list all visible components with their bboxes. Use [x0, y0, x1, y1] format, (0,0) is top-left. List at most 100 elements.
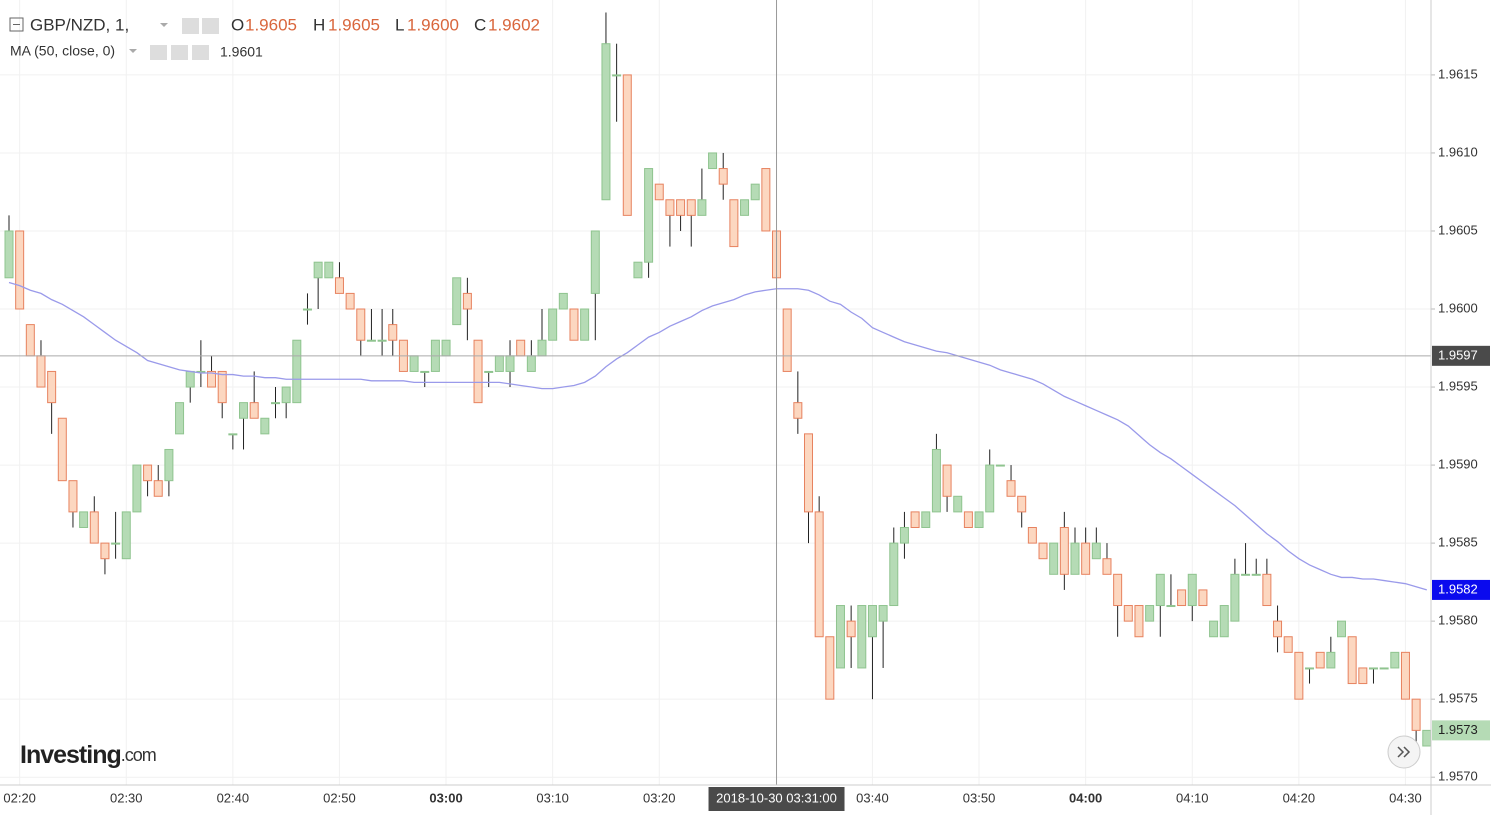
candle-body: [441, 339, 451, 357]
x-tick-label: 03:40: [856, 790, 889, 805]
x-tick-label: 02:30: [110, 790, 143, 805]
ohlc-value: 1.9602: [488, 15, 540, 34]
candle-body: [665, 199, 675, 216]
watermark: Investing.com: [20, 741, 156, 769]
candle-body: [676, 199, 686, 216]
candle-body: [1145, 605, 1155, 622]
candle-body: [89, 511, 99, 544]
ohlc-value: 1.9605: [328, 15, 380, 34]
y-tick-label: 1.9610: [1438, 144, 1478, 159]
candle-body: [931, 448, 941, 513]
candle-body: [793, 402, 803, 419]
candle-body: [825, 636, 835, 700]
candle-body: [484, 370, 494, 373]
candle-body: [25, 324, 35, 357]
candle-body: [569, 308, 579, 341]
candle-body: [804, 433, 813, 513]
candle-body: [313, 261, 323, 279]
price-badge-bg: [1432, 720, 1490, 741]
symbol-label: GBP/NZD, 1,: [30, 15, 129, 34]
candle-body: [782, 308, 792, 372]
candle-body: [1049, 542, 1059, 575]
settings-icon[interactable]: [202, 18, 219, 34]
x-tick-label: 02:40: [217, 790, 250, 805]
candle-body: [377, 339, 387, 342]
x-tick-label: 03:00: [429, 790, 462, 805]
candle-body: [1219, 605, 1229, 638]
watermark-brand: Investing: [20, 741, 121, 769]
candle-body: [462, 292, 472, 310]
candle-body: [1368, 667, 1378, 670]
candle-body: [473, 339, 483, 404]
candle-body: [132, 464, 142, 513]
candle-body: [1315, 651, 1325, 669]
x-tick-label: 04:20: [1283, 790, 1316, 805]
candle-body: [548, 308, 558, 341]
ohlc-value: 1.9600: [407, 15, 459, 34]
y-tick-label: 1.9595: [1438, 378, 1478, 393]
candle-body: [1070, 542, 1080, 575]
candle-body: [4, 230, 14, 279]
dropdown-icon[interactable]: [129, 49, 137, 53]
candle-body: [345, 292, 355, 310]
settings-icon[interactable]: [171, 45, 188, 60]
candle-body: [15, 230, 25, 310]
candle-body: [921, 511, 931, 528]
candle-body: [260, 417, 270, 435]
candle-body: [100, 542, 110, 560]
collapse-icon[interactable]: [9, 17, 24, 32]
x-tick-label: 03:50: [963, 790, 996, 805]
y-tick-label: 1.9570: [1438, 769, 1478, 784]
eye-icon[interactable]: [182, 18, 199, 34]
candle-body: [729, 199, 739, 248]
candle-body: [68, 480, 78, 513]
crosshair-y-label: 1.9597: [1438, 347, 1478, 362]
candle-body: [526, 355, 536, 372]
dropdown-icon[interactable]: [160, 23, 168, 27]
candle-body: [1017, 495, 1027, 513]
y-tick-label: 1.9615: [1438, 66, 1478, 81]
candle-body: [292, 339, 302, 404]
candle-body: [1411, 698, 1421, 731]
eye-icon[interactable]: [150, 45, 167, 60]
candle-body: [1209, 620, 1219, 638]
ma-badge: 1.9582: [1438, 581, 1478, 596]
ohlc-key: C: [474, 15, 486, 34]
ohlc-key: H: [313, 15, 325, 34]
candle-body: [228, 433, 238, 436]
x-tick-label: 02:50: [323, 790, 356, 805]
candle-body: [271, 402, 280, 405]
candle-body: [558, 292, 568, 310]
candle-body: [121, 511, 131, 560]
candle-body: [1113, 573, 1123, 607]
candle-body: [494, 355, 504, 372]
candle-body: [740, 199, 750, 216]
candle-body: [153, 480, 163, 497]
candle-body: [654, 183, 664, 201]
candle-body: [516, 339, 526, 357]
candle-body: [718, 168, 728, 185]
candle-body: [814, 511, 824, 638]
candle-body: [1177, 589, 1187, 607]
candle-body: [1262, 573, 1272, 607]
candle-body: [942, 464, 952, 497]
ohlc-key: O: [231, 15, 244, 34]
candle-body: [1187, 573, 1197, 607]
candle-body: [366, 339, 376, 342]
candle-body: [175, 402, 185, 435]
candle-body: [1347, 636, 1357, 685]
candle-body: [867, 605, 877, 638]
candle-body: [1358, 667, 1368, 685]
candle-body: [686, 199, 696, 216]
crosshair-x-badge: [708, 787, 845, 811]
y-tick-label: 1.9605: [1438, 222, 1478, 237]
candle-body: [750, 183, 760, 201]
candle-body: [1241, 573, 1251, 576]
close-icon[interactable]: [192, 45, 209, 60]
candle-body: [1400, 651, 1410, 700]
candle-body: [601, 43, 611, 201]
candle-body: [580, 308, 590, 341]
candle-body: [537, 339, 547, 357]
x-tick-label: 04:10: [1176, 790, 1209, 805]
